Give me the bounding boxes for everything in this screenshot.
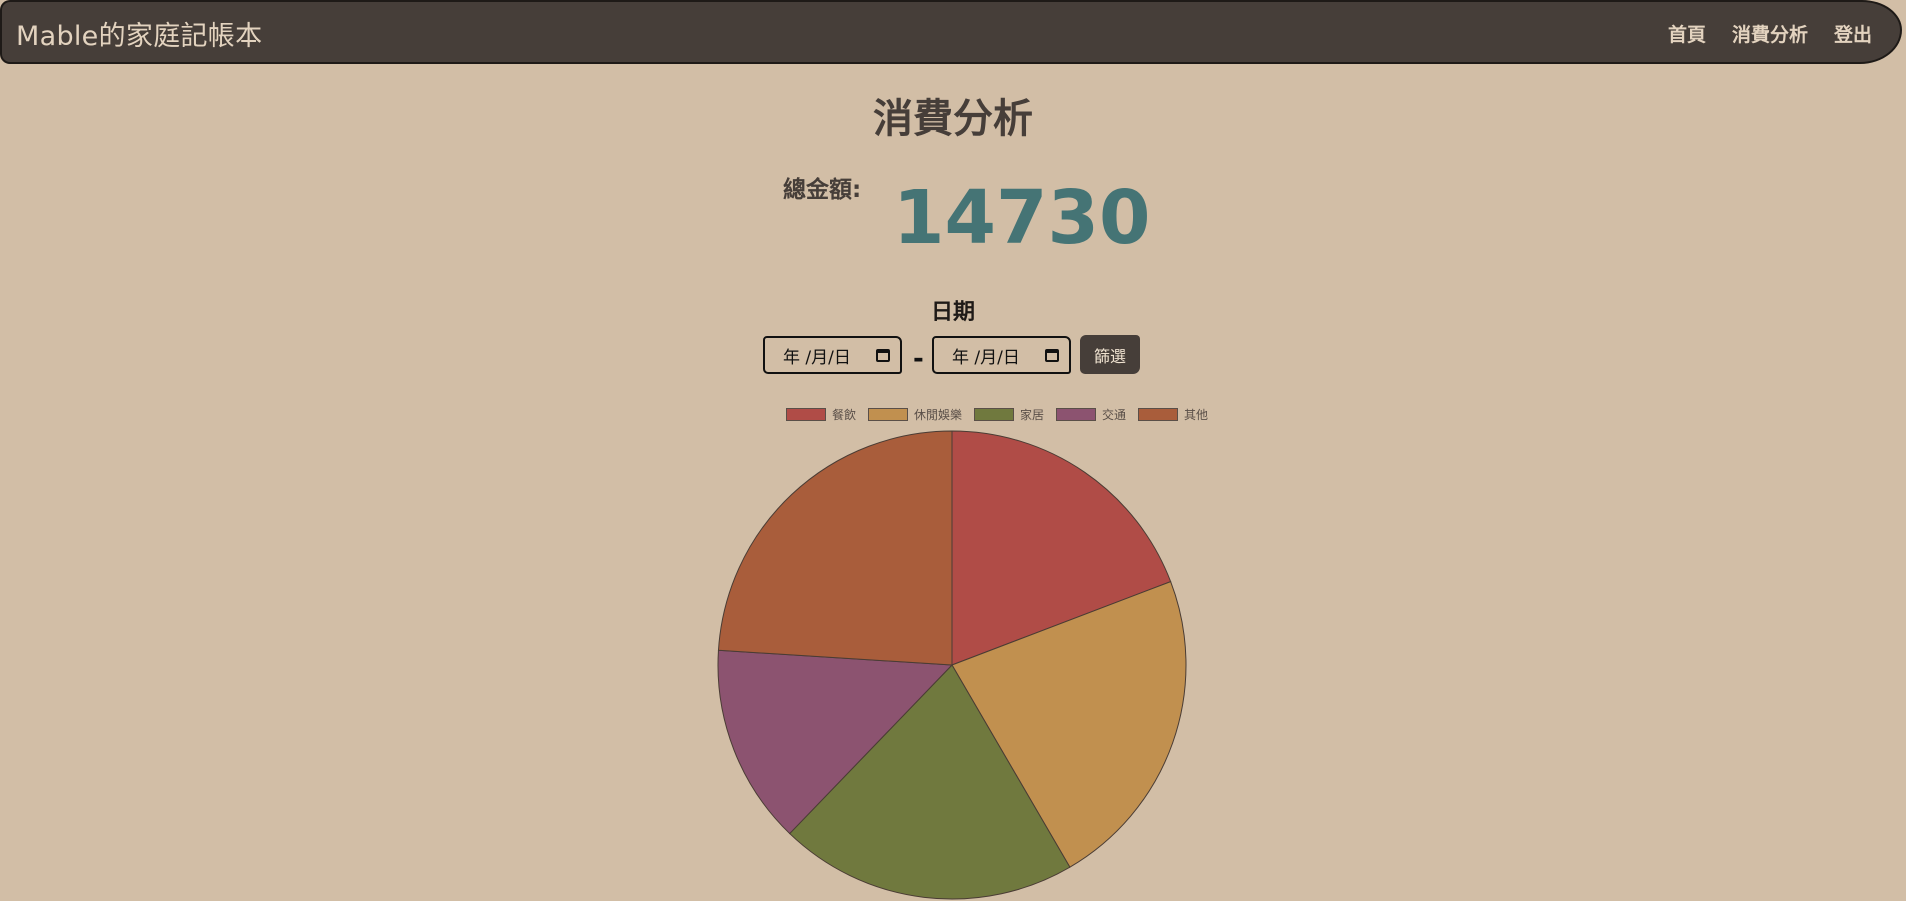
- legend-label: 其他: [1184, 408, 1209, 422]
- legend-swatch: [1138, 408, 1179, 421]
- legend-label: 交通: [1102, 408, 1127, 422]
- brand-logo-link[interactable]: Mable的家庭記帳本: [16, 21, 263, 52]
- legend-item[interactable]: 餐飲: [785, 406, 856, 423]
- filter-button[interactable]: 篩選: [1080, 335, 1140, 374]
- pie-slice[interactable]: [788, 664, 1071, 900]
- legend-item[interactable]: 休閒娛樂: [867, 406, 962, 423]
- legend-item[interactable]: 其他: [1138, 406, 1208, 423]
- end-date-input[interactable]: 年 /月/日: [932, 336, 1071, 374]
- pie-slice[interactable]: [951, 430, 1172, 666]
- legend-item[interactable]: 交通: [1056, 406, 1126, 423]
- start-date-input[interactable]: 年 /月/日: [763, 336, 902, 374]
- legend-label: 家居: [1019, 408, 1044, 422]
- calendar-icon[interactable]: [1045, 348, 1059, 362]
- navbar: Mable的家庭記帳本 首頁 消費分析 登出: [0, 0, 1902, 64]
- legend-swatch: [867, 408, 908, 421]
- pie-slice[interactable]: [717, 430, 953, 666]
- total-label: 總金額:: [783, 177, 862, 203]
- nav-links: 首頁 消費分析 登出: [1668, 20, 1872, 47]
- legend-swatch: [785, 408, 826, 421]
- pie-slice[interactable]: [717, 649, 954, 835]
- pie-slice[interactable]: [951, 580, 1187, 868]
- date-separator: -: [913, 344, 924, 374]
- nav-link-analysis[interactable]: 消費分析: [1731, 24, 1808, 46]
- legend-swatch: [973, 408, 1014, 421]
- total-value: 14730: [893, 175, 1151, 261]
- end-date-placeholder: 年 /月/日: [952, 347, 1020, 368]
- legend-label: 餐飲: [831, 408, 856, 422]
- nav-link-logout[interactable]: 登出: [1833, 24, 1872, 46]
- legend-swatch: [1056, 408, 1096, 421]
- start-date-placeholder: 年 /月/日: [783, 347, 851, 368]
- nav-link-home[interactable]: 首頁: [1667, 24, 1706, 46]
- chart-legend: 餐飲 休閒娛樂 家居 交通 其他: [44, 406, 1906, 423]
- date-label: 日期: [930, 300, 975, 325]
- legend-item[interactable]: 家居: [973, 406, 1044, 423]
- legend-label: 休閒娛樂: [913, 408, 962, 422]
- calendar-icon[interactable]: [876, 348, 890, 362]
- page-title: 消費分析: [873, 96, 1033, 142]
